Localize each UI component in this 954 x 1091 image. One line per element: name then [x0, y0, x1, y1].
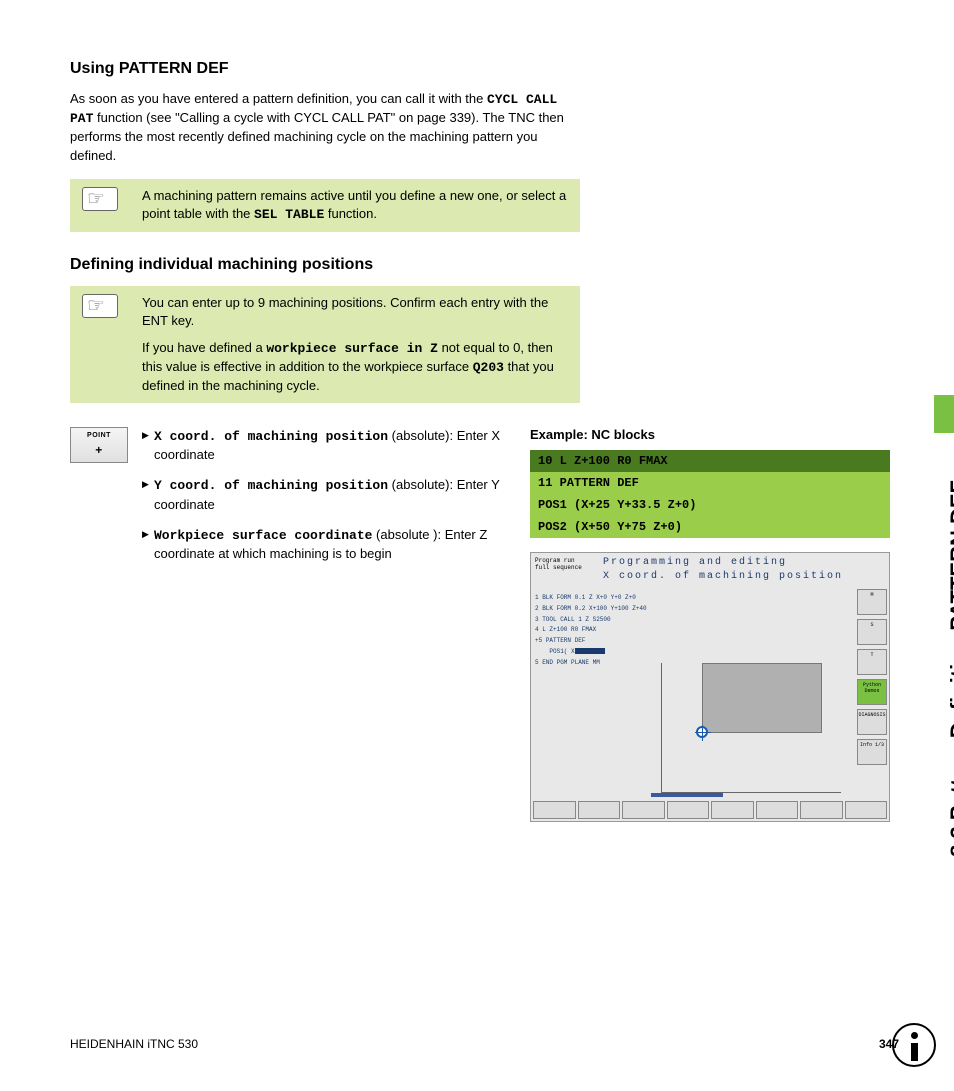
hand-icon	[82, 294, 142, 395]
note-text: You can enter up to 9 machining position…	[142, 294, 568, 395]
scr-program-list: 1 BLK FORM 0.1 Z X+0 Y+0 Z+0 2 BLK FORM …	[535, 593, 647, 669]
point-softkey: POINT	[70, 427, 128, 463]
example-header: Example: NC blocks	[530, 427, 890, 442]
softkey	[800, 801, 843, 819]
nc-code-block: 10 L Z+100 R0 FMAX 11 PATTERN DEF POS1 (…	[530, 450, 890, 538]
softkey	[756, 801, 799, 819]
intro-paragraph: As soon as you have entered a pattern de…	[70, 90, 580, 165]
heading-defining: Defining individual machining positions	[70, 256, 899, 274]
scrollbar	[651, 793, 723, 797]
page-footer: HEIDENHAIN iTNC 530 347	[70, 1037, 899, 1051]
btn-m: M	[857, 589, 887, 615]
btn-diagnosis: DIAGNOSIS	[857, 709, 887, 735]
scr-mode: Program run full sequence	[535, 557, 595, 571]
scr-canvas	[661, 663, 841, 793]
parameters-column: POINT X coord. of machining position (ab…	[70, 427, 518, 822]
origin-marker	[696, 726, 708, 738]
section-title: 8.3 Pattern Definition PATTERN DEF	[946, 480, 954, 857]
btn-python: PythonDemos	[857, 679, 887, 705]
scr-subtitle: X coord. of machining position	[603, 571, 843, 582]
softkey	[622, 801, 665, 819]
info-icon	[892, 1023, 936, 1067]
tab-marker	[934, 395, 954, 433]
note-positions: You can enter up to 9 machining position…	[70, 286, 580, 403]
softkey-row	[533, 801, 887, 819]
code-line: POS1 (X+25 Y+33.5 Z+0)	[530, 494, 890, 516]
scr-sidebar: M S T PythonDemos DIAGNOSIS Info 1/3	[857, 589, 887, 769]
footer-product: HEIDENHAIN iTNC 530	[70, 1037, 198, 1051]
btn-t: T	[857, 649, 887, 675]
note-text: A machining pattern remains active until…	[142, 187, 568, 224]
tnc-screenshot: Program run full sequence Programming an…	[530, 552, 890, 822]
param-y: Y coord. of machining position (absolute…	[142, 476, 518, 513]
section-tab: 8.3 Pattern Definition PATTERN DEF	[914, 50, 954, 490]
hand-icon	[82, 187, 142, 224]
btn-s: S	[857, 619, 887, 645]
softkey	[845, 801, 888, 819]
softkey	[711, 801, 754, 819]
softkey	[533, 801, 576, 819]
param-z: Workpiece surface coordinate (absolute )…	[142, 526, 518, 563]
param-x: X coord. of machining position (absolute…	[142, 427, 518, 464]
workpiece-rect	[702, 663, 822, 733]
example-column: Example: NC blocks 10 L Z+100 R0 FMAX 11…	[530, 427, 890, 822]
note-active-pattern: A machining pattern remains active until…	[70, 179, 580, 232]
code-line: POS2 (X+50 Y+75 Z+0)	[530, 516, 890, 538]
code-line: 11 PATTERN DEF	[530, 472, 890, 494]
softkey	[667, 801, 710, 819]
heading-using: Using PATTERN DEF	[70, 60, 899, 78]
btn-info: Info 1/3	[857, 739, 887, 765]
code-line: 10 L Z+100 R0 FMAX	[530, 450, 890, 472]
scr-title: Programming and editing	[603, 557, 849, 568]
cursor	[575, 648, 605, 654]
softkey	[578, 801, 621, 819]
